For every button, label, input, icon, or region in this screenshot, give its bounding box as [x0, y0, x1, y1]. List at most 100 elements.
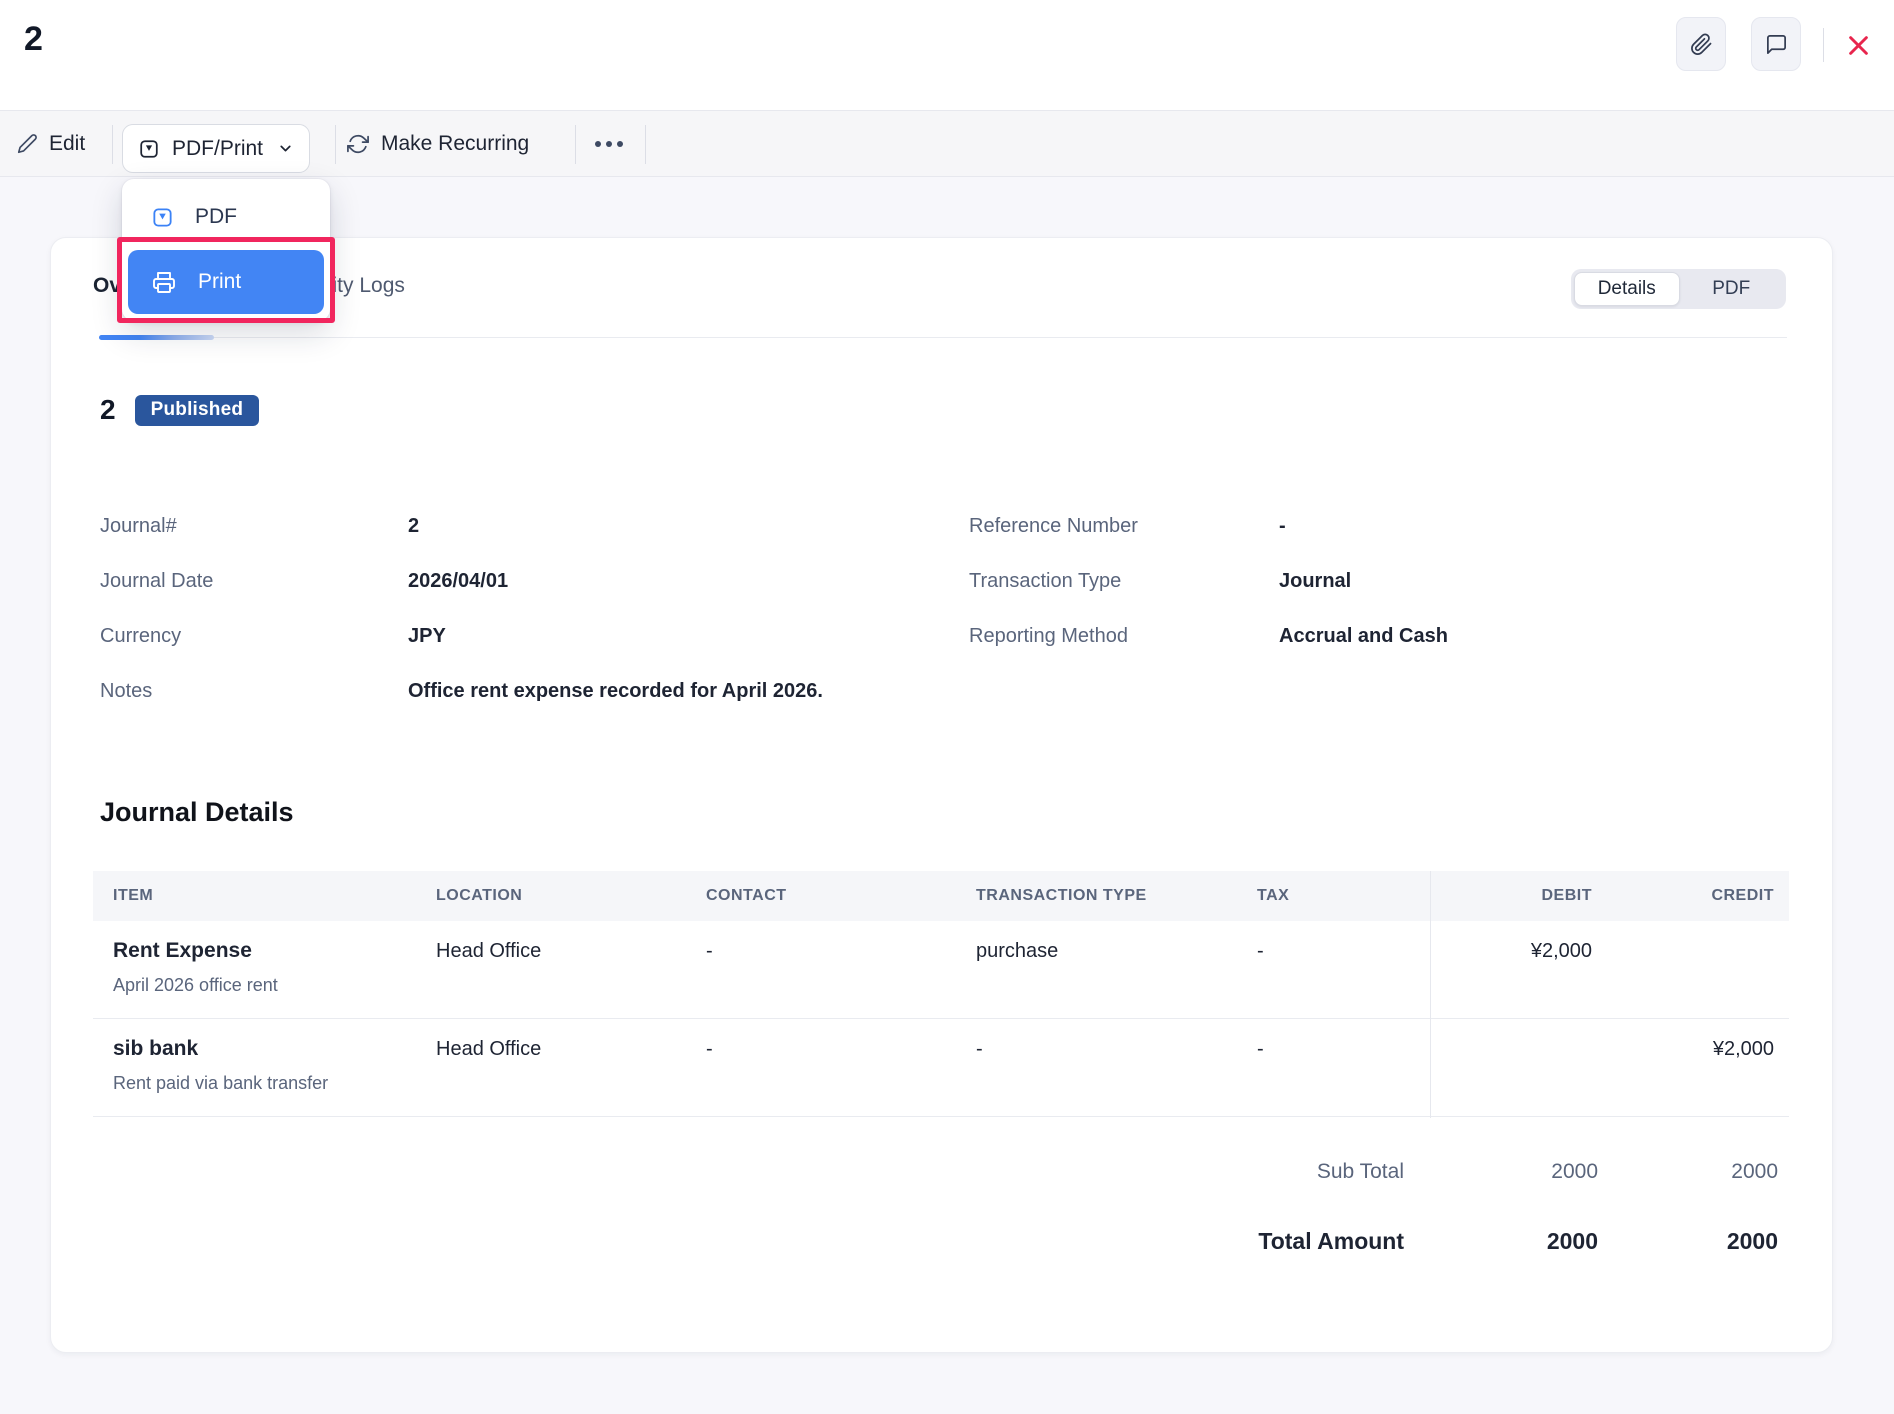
- field-value: Journal: [1279, 570, 1352, 592]
- pdf-print-label: PDF/Print: [172, 136, 264, 160]
- total-amount-credit: 2000: [1726, 1228, 1778, 1254]
- toolbar-divider: [575, 125, 576, 164]
- row-location: Head Office: [436, 940, 542, 962]
- total-amount-debit: 2000: [1546, 1228, 1598, 1254]
- view-toggle-details[interactable]: Details: [1574, 272, 1680, 306]
- recurring-icon: [347, 133, 369, 155]
- sub-total-label: Sub Total: [1316, 1160, 1404, 1183]
- make-recurring-label: Make Recurring: [381, 131, 530, 155]
- view-toggle: Details PDF: [1571, 269, 1786, 309]
- field-summary: Journal# 2 Journal Date 2026/04/01 Curre…: [100, 515, 1787, 702]
- edit-button[interactable]: Edit: [17, 111, 85, 176]
- journal-details-heading: Journal Details: [100, 797, 294, 827]
- field-column-right: Reference Number - Transaction Type Jour…: [969, 515, 1787, 702]
- toolbar-divider: [112, 125, 113, 164]
- row-contact: -: [706, 940, 713, 962]
- table-row: sib bank Rent paid via bank transfer Hea…: [93, 1019, 1789, 1117]
- page-title: 2: [24, 20, 43, 58]
- field-label: Journal Date: [100, 570, 214, 592]
- menu-item-print-label: Print: [198, 270, 242, 293]
- amount-column-separator: [1430, 871, 1431, 1118]
- edit-button-label: Edit: [49, 131, 86, 155]
- toolbar-divider: [335, 125, 336, 164]
- menu-item-print[interactable]: Print: [128, 250, 324, 314]
- attachments-button[interactable]: [1676, 17, 1726, 71]
- column-header-tax: TAX: [1257, 887, 1290, 904]
- toolbar-divider: [645, 125, 646, 164]
- menu-item-pdf-label: PDF: [195, 205, 237, 228]
- sub-total-debit: 2000: [1551, 1160, 1598, 1183]
- speech-bubble-icon: [1765, 33, 1788, 56]
- row-debit: [1430, 1036, 1606, 1095]
- row-tax: -: [1257, 940, 1264, 962]
- field-column-left: Journal# 2 Journal Date 2026/04/01 Curre…: [100, 515, 969, 702]
- more-actions-button[interactable]: [586, 125, 632, 163]
- field-value: Office rent expense recorded for April 2…: [408, 680, 823, 702]
- column-header-item: ITEM: [113, 887, 154, 904]
- entry-header: 2 Published: [100, 394, 1787, 426]
- row-credit: [1606, 938, 1789, 997]
- field-value: JPY: [408, 625, 446, 647]
- sub-total-credit: 2000: [1731, 1160, 1778, 1183]
- menu-item-pdf[interactable]: PDF: [128, 186, 324, 248]
- field-label: Journal#: [100, 515, 177, 537]
- row-transaction-type: purchase: [976, 940, 1059, 962]
- field-label: Currency: [100, 625, 182, 647]
- close-button[interactable]: [1842, 30, 1874, 60]
- make-recurring-button[interactable]: Make Recurring: [347, 111, 529, 176]
- chevron-down-icon: [277, 140, 294, 157]
- row-item-description: Rent paid via bank transfer: [113, 1073, 329, 1093]
- table-header-row: ITEM LOCATION CONTACT TRANSACTION TYPE T…: [93, 871, 1789, 921]
- row-location: Head Office: [436, 1038, 542, 1060]
- view-toggle-pdf-label: PDF: [1712, 278, 1751, 299]
- pdf-print-dropdown-button[interactable]: PDF/Print: [122, 124, 310, 173]
- row-item-name: sib bank: [113, 1037, 199, 1060]
- pdf-file-icon: [138, 138, 160, 160]
- row-tax: -: [1257, 1038, 1264, 1060]
- pencil-icon: [17, 133, 38, 154]
- topbar-divider: [1823, 28, 1824, 62]
- journal-details-table: ITEM LOCATION CONTACT TRANSACTION TYPE T…: [93, 871, 1789, 1118]
- total-amount-row: Total Amount 2000 2000: [93, 1228, 1789, 1255]
- table-row: Rent Expense April 2026 office rent Head…: [93, 921, 1789, 1019]
- action-toolbar: Edit PDF/Print Make Recurring: [0, 110, 1894, 177]
- view-toggle-pdf[interactable]: PDF: [1680, 272, 1784, 306]
- column-header-debit: DEBIT: [1541, 887, 1592, 904]
- main-area: Overview Activity Logs Details PDF 2 Pub…: [0, 177, 1894, 1414]
- journal-entry-number: 2: [100, 394, 116, 425]
- view-toggle-details-label: Details: [1597, 278, 1656, 299]
- top-bar: 2: [0, 0, 1894, 110]
- row-debit: ¥2,000: [1530, 940, 1592, 962]
- printer-icon: [152, 270, 176, 294]
- row-item-name: Rent Expense: [113, 939, 252, 962]
- status-badge: Published: [134, 394, 260, 426]
- row-contact: -: [706, 1038, 713, 1060]
- field-label: Reference Number: [969, 515, 1138, 537]
- field-value: 2026/04/01: [408, 570, 509, 592]
- field-value: Accrual and Cash: [1279, 625, 1448, 647]
- active-tab-indicator: [99, 335, 214, 340]
- sub-total-row: Sub Total 2000 2000: [93, 1160, 1789, 1184]
- paperclip-icon: [1690, 32, 1713, 56]
- row-transaction-type: -: [976, 1038, 983, 1060]
- card-header: Overview Activity Logs Details PDF: [93, 238, 1787, 340]
- field-value: -: [1279, 515, 1286, 537]
- pdf-print-menu: PDF Print: [122, 179, 330, 321]
- field-value: 2: [408, 515, 420, 537]
- comments-button[interactable]: [1751, 17, 1801, 71]
- column-header-contact: CONTACT: [706, 887, 787, 904]
- ellipsis-icon: [595, 141, 623, 147]
- field-label: Transaction Type: [969, 570, 1122, 592]
- column-header-transaction-type: TRANSACTION TYPE: [976, 887, 1147, 904]
- pdf-document-icon: [151, 206, 174, 229]
- field-label: Notes: [100, 680, 153, 702]
- row-credit: ¥2,000: [1712, 1038, 1774, 1060]
- total-amount-label: Total Amount: [1258, 1228, 1404, 1254]
- column-header-location: LOCATION: [436, 887, 523, 904]
- close-icon: [1845, 32, 1872, 59]
- column-header-credit: CREDIT: [1711, 887, 1774, 904]
- row-item-description: April 2026 office rent: [113, 975, 278, 995]
- card-body: 2 Published Journal# 2 Journal Date 2026…: [51, 394, 1832, 1255]
- journal-detail-card: Overview Activity Logs Details PDF 2 Pub…: [50, 237, 1833, 1353]
- field-label: Reporting Method: [969, 625, 1128, 647]
